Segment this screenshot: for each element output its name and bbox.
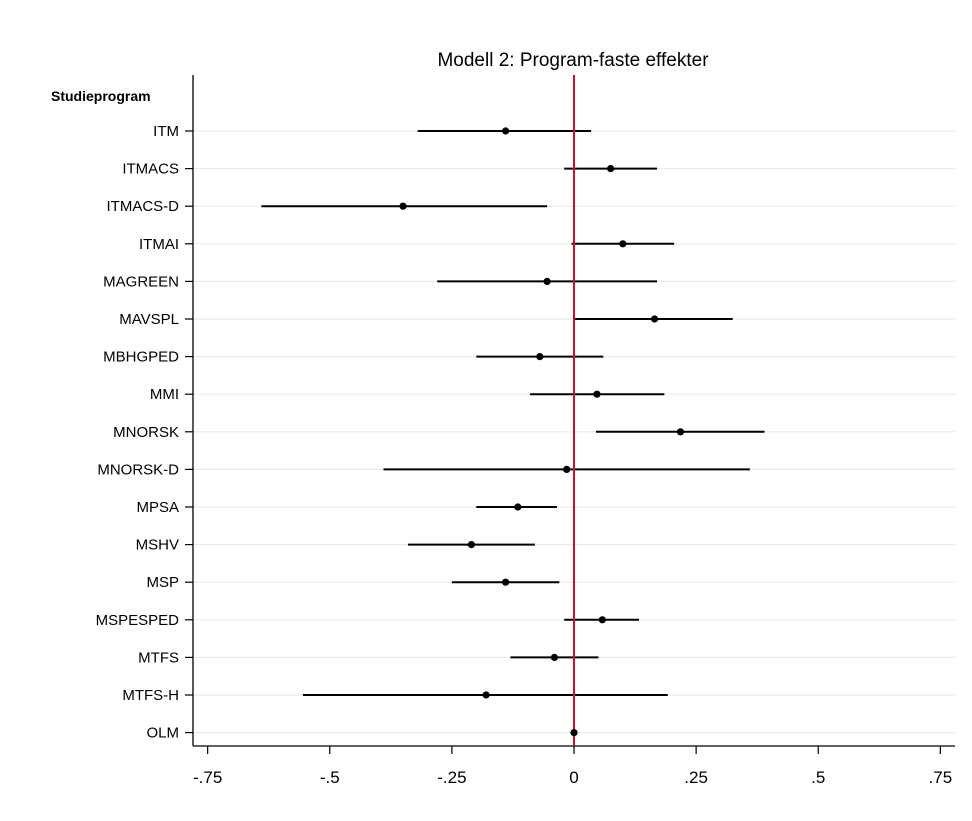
y-tick-label: MTFS <box>138 649 179 666</box>
x-tick-label: -.25 <box>437 768 466 787</box>
point-estimate <box>536 353 544 361</box>
y-tick-label: MNORSK-D <box>97 461 179 478</box>
y-tick-labels: ITM ITMACS ITMACS-D ITMAI MAGREEN MAVSPL MBHGP… <box>96 123 193 742</box>
y-tick-label: ITMACS <box>122 161 179 178</box>
x-tick-label: -.75 <box>193 768 222 787</box>
y-tick-label: ITMAI <box>139 236 179 253</box>
point-estimate <box>543 277 551 285</box>
point-estimate <box>598 616 606 624</box>
point-estimate <box>482 691 490 699</box>
y-tick-label: MTFS-H <box>122 687 179 704</box>
point-estimate <box>563 465 571 473</box>
y-tick-label: MSPESPED <box>96 612 180 629</box>
x-ticks: -.75 -.5 -.25 0 .25 .5 .75 <box>193 746 952 787</box>
y-tick-label: MAVSPL <box>119 311 179 328</box>
x-tick-label: .25 <box>684 768 708 787</box>
x-tick-label: .75 <box>929 768 953 787</box>
point-estimate <box>676 428 685 436</box>
point-estimate <box>650 315 659 323</box>
point-estimate <box>607 165 615 173</box>
point-estimate <box>550 653 559 662</box>
y-tick-label: MAGREEN <box>103 273 179 290</box>
x-tick-label: -.5 <box>320 768 340 787</box>
y-axis-header: Studieprogram <box>51 88 151 104</box>
x-tick-label: .5 <box>811 768 825 787</box>
x-tick-label: 0 <box>569 768 578 787</box>
point-estimate <box>593 390 601 398</box>
chart-title: Modell 2: Program-faste effekter <box>437 50 709 71</box>
y-tick-label: MBHGPED <box>103 349 179 366</box>
point-estimate <box>467 541 476 549</box>
point-estimate <box>502 578 510 586</box>
y-tick-label: MMI <box>150 386 179 403</box>
y-tick-label: ITMACS-D <box>107 198 180 215</box>
y-tick-label: MNORSK <box>113 424 179 441</box>
y-tick-label: OLM <box>146 725 179 742</box>
point-estimates <box>399 127 685 737</box>
point-estimate <box>399 202 407 210</box>
y-tick-label: ITM <box>153 123 179 140</box>
y-tick-label: MSHV <box>136 537 179 554</box>
y-tick-label: MSP <box>146 574 179 591</box>
point-estimate <box>619 240 627 248</box>
y-tick-label: MPSA <box>136 499 179 516</box>
point-estimate <box>514 503 522 511</box>
point-estimate <box>570 729 578 737</box>
point-estimate <box>502 127 510 135</box>
